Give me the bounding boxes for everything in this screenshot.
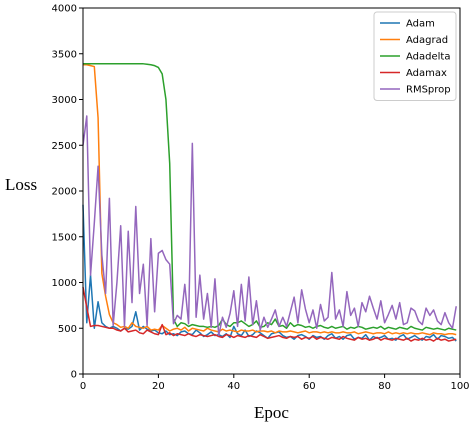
x-axis-ticks: 0 20 40 60 80 100 — [80, 374, 470, 392]
x-tick-label: 0 — [80, 381, 86, 392]
y-tick-label: 1000 — [52, 278, 77, 289]
x-tick-label: 60 — [303, 381, 316, 392]
y-axis-ticks: 0 500 1000 1500 2000 2500 3000 3500 4000 — [52, 4, 83, 381]
y-tick-label: 3000 — [52, 95, 77, 106]
legend-box — [373, 11, 457, 101]
legend-label-adagrad: Adagrad — [406, 35, 448, 46]
x-tick-label: 80 — [378, 381, 391, 392]
legend-label-rmsprop: RMSprop — [406, 85, 451, 96]
legend-label-adadelta: Adadelta — [406, 52, 450, 63]
y-axis-title: Loss — [5, 175, 37, 194]
series-line-adagrad — [83, 63, 457, 336]
series-line-rmsprop — [82, 115, 457, 337]
plot-frame — [82, 7, 461, 375]
y-tick-label: 0 — [71, 370, 77, 381]
y-tick-label: 500 — [58, 324, 77, 335]
legend-label-adamax: Adamax — [406, 68, 447, 79]
x-tick-label: 40 — [227, 381, 240, 392]
y-tick-label: 2500 — [52, 141, 77, 152]
y-tick-label: 4000 — [52, 4, 77, 15]
y-tick-label: 3500 — [52, 49, 77, 60]
legend-label-adam: Adam — [406, 19, 435, 30]
x-tick-label: 20 — [152, 381, 165, 392]
y-tick-label: 2000 — [52, 187, 77, 198]
series-group — [82, 63, 457, 342]
legend: Adam Adagrad Adadelta Adamax RMSprop — [373, 11, 457, 101]
series-line-adamax — [82, 286, 457, 342]
x-tick-label: 100 — [450, 381, 469, 392]
y-tick-label: 1500 — [52, 232, 77, 243]
x-axis-title: Epoc — [254, 403, 289, 422]
